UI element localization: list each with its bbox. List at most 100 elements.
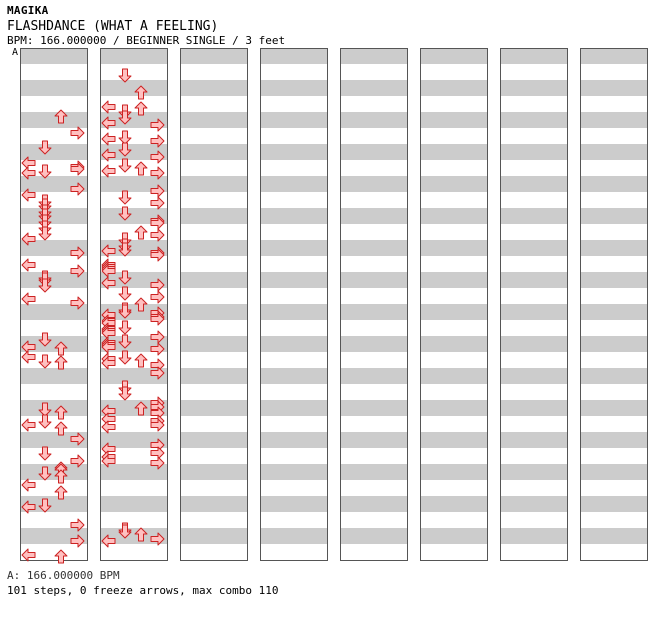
step-arrow-down	[118, 334, 132, 349]
step-arrow-left	[101, 420, 116, 434]
beat-band	[340, 48, 408, 64]
step-arrow-down	[118, 158, 132, 173]
beat-band	[420, 112, 488, 128]
beat-band	[100, 80, 168, 96]
step-arrow-up	[134, 161, 148, 176]
beat-band	[420, 176, 488, 192]
beat-band	[340, 112, 408, 128]
step-arrow-right	[150, 134, 165, 148]
step-arrow-up	[134, 225, 148, 240]
step-arrow-down	[118, 130, 132, 145]
chart-column	[180, 48, 248, 561]
beat-band	[260, 400, 328, 416]
beat-band	[420, 48, 488, 64]
column-border	[580, 48, 648, 561]
step-arrow-up	[134, 101, 148, 116]
step-arrow-right	[150, 456, 165, 470]
step-arrow-left	[101, 244, 116, 258]
beat-band	[260, 208, 328, 224]
beat-band	[260, 336, 328, 352]
beat-band	[180, 464, 248, 480]
step-arrow-right	[150, 166, 165, 180]
step-arrow-right	[70, 454, 85, 468]
beat-band	[260, 272, 328, 288]
beat-band	[20, 144, 88, 160]
beat-band	[340, 80, 408, 96]
beat-band	[580, 80, 648, 96]
beat-band	[340, 208, 408, 224]
step-arrow-up	[54, 405, 68, 420]
beat-band	[100, 464, 168, 480]
step-arrow-up	[54, 549, 68, 564]
song-artist: MAGIKA	[7, 4, 49, 17]
beat-band	[20, 304, 88, 320]
step-stats: 101 steps, 0 freeze arrows, max combo 11…	[7, 584, 279, 597]
beat-band	[420, 208, 488, 224]
beat-band	[180, 304, 248, 320]
step-arrow-right	[150, 290, 165, 304]
step-arrow-down	[118, 286, 132, 301]
step-arrow-down	[38, 226, 52, 241]
beat-band	[580, 496, 648, 512]
chart-column	[340, 48, 408, 561]
beat-band	[340, 272, 408, 288]
beat-band	[340, 304, 408, 320]
step-arrow-down	[38, 332, 52, 347]
step-arrow-down	[38, 164, 52, 179]
bpm-summary: A: 166.000000 BPM	[7, 569, 120, 582]
step-arrow-left	[21, 232, 36, 246]
step-arrow-down	[38, 446, 52, 461]
beat-band	[420, 432, 488, 448]
beat-band	[260, 464, 328, 480]
beat-band	[20, 336, 88, 352]
step-arrow-left	[21, 292, 36, 306]
beat-band	[420, 240, 488, 256]
step-arrow-down	[38, 466, 52, 481]
step-arrow-up	[54, 469, 68, 484]
beat-band	[500, 496, 568, 512]
beat-band	[340, 336, 408, 352]
beat-band	[180, 272, 248, 288]
chart-column	[580, 48, 648, 561]
step-arrow-down	[118, 350, 132, 365]
step-arrow-down	[118, 190, 132, 205]
beat-band	[580, 336, 648, 352]
step-arrow-down	[118, 206, 132, 221]
step-arrow-left	[21, 500, 36, 514]
step-arrow-right	[70, 182, 85, 196]
beat-band	[20, 112, 88, 128]
beat-band	[340, 368, 408, 384]
column-border	[340, 48, 408, 561]
beat-band	[20, 496, 88, 512]
step-arrow-up	[134, 353, 148, 368]
step-arrow-right	[150, 366, 165, 380]
beat-band	[580, 528, 648, 544]
beat-band	[420, 368, 488, 384]
beat-band	[260, 240, 328, 256]
beat-band	[260, 528, 328, 544]
step-arrow-up	[54, 355, 68, 370]
chart-column	[420, 48, 488, 561]
beat-band	[180, 528, 248, 544]
step-arrow-right	[150, 228, 165, 242]
step-arrow-up	[134, 401, 148, 416]
step-arrow-left	[101, 132, 116, 146]
step-arrow-left	[101, 356, 116, 370]
step-arrow-down	[38, 278, 52, 293]
beat-band	[340, 176, 408, 192]
beat-band	[580, 304, 648, 320]
beat-band	[580, 144, 648, 160]
beat-band	[500, 464, 568, 480]
step-arrow-down	[118, 386, 132, 401]
beat-band	[420, 464, 488, 480]
step-arrow-right	[70, 518, 85, 532]
step-arrow-left	[21, 188, 36, 202]
step-arrow-up	[134, 527, 148, 542]
beat-band	[580, 240, 648, 256]
step-arrow-down	[118, 242, 132, 257]
beat-band	[500, 144, 568, 160]
beat-band	[180, 112, 248, 128]
step-arrow-down	[118, 142, 132, 157]
column-border	[20, 48, 88, 561]
step-arrow-left	[101, 276, 116, 290]
